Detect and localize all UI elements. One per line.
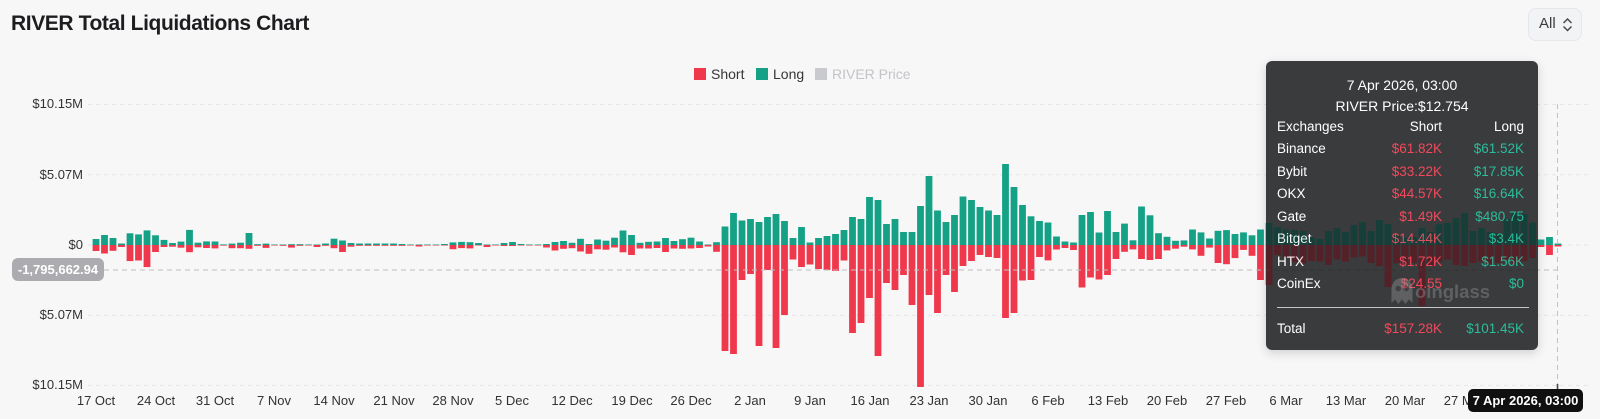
- svg-text:oinglass: oinglass: [1415, 281, 1490, 302]
